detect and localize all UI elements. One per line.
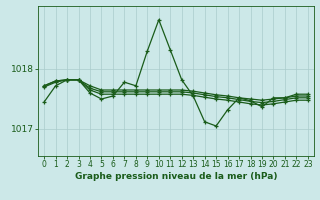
X-axis label: Graphe pression niveau de la mer (hPa): Graphe pression niveau de la mer (hPa) (75, 172, 277, 181)
